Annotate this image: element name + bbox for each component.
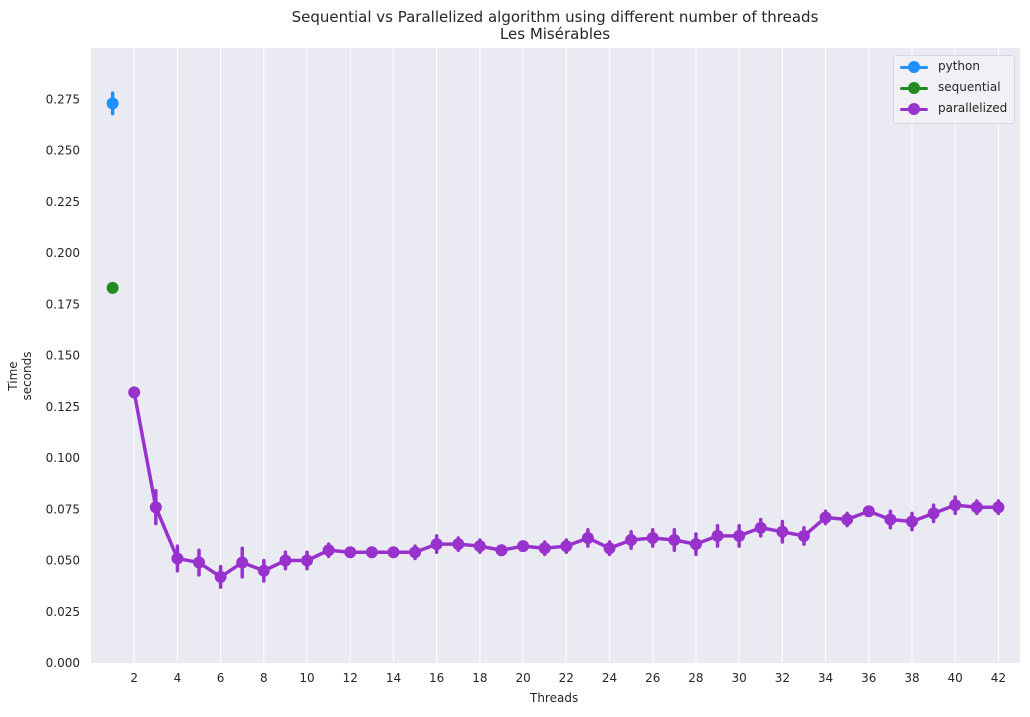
parallelized-data-point (668, 534, 681, 546)
x-tick-label: 26 (645, 671, 660, 685)
parallelized-data-point (301, 554, 314, 567)
parallelized-data-point (927, 507, 940, 520)
y-axis-label-line1: Time (6, 361, 20, 391)
parallelized-data-point (797, 529, 810, 542)
y-tick-label: 0.175 (46, 297, 80, 311)
parallelized-data-point (646, 531, 659, 544)
parallelized-data-point (495, 544, 508, 557)
legend-marker-parallelized (908, 103, 920, 115)
y-tick-label: 0.225 (46, 195, 80, 209)
python-data-point (106, 97, 119, 110)
x-tick-label: 34 (818, 671, 833, 685)
y-tick-label: 0.050 (46, 554, 80, 568)
chart-subtitle: Les Misérables (499, 25, 611, 43)
y-tick-label: 0.025 (46, 605, 80, 619)
parallelized-data-point (322, 544, 335, 557)
parallelized-data-point (970, 501, 983, 514)
y-tick-label: 0.125 (46, 400, 80, 414)
parallelized-data-point (949, 499, 962, 512)
parallelized-data-point (473, 540, 486, 553)
parallelized-data-point (754, 521, 767, 534)
x-tick-label: 42 (991, 671, 1006, 685)
parallelized-data-point (905, 515, 918, 528)
y-tick-label: 0.200 (46, 246, 80, 260)
y-axis-label: Time seconds (6, 346, 34, 406)
parallelized-data-point (517, 540, 530, 553)
parallelized-data-point (538, 542, 551, 555)
x-tick-label: 10 (299, 671, 314, 685)
y-tick-label: 0.075 (46, 502, 80, 516)
parallelized-data-point (711, 529, 724, 542)
parallelized-data-point (430, 538, 443, 551)
y-tick-label: 0.150 (46, 349, 80, 363)
x-tick-label: 4 (174, 671, 182, 685)
parallelized-data-point (257, 564, 270, 577)
x-tick-label: 6 (217, 671, 225, 685)
sequential-data-point (106, 281, 119, 294)
parallelized-data-point (733, 529, 746, 542)
x-tick-label: 18 (472, 671, 487, 685)
legend-marker-sequential (908, 82, 920, 94)
parallelized-data-point (279, 554, 292, 567)
x-tick-label: 30 (731, 671, 746, 685)
x-tick-label: 40 (948, 671, 963, 685)
parallelized-data-point (236, 556, 249, 569)
y-tick-label: 0.275 (46, 92, 80, 106)
parallelized-data-point (560, 540, 573, 553)
parallelized-data-point (128, 386, 141, 399)
legend-marker-python (908, 61, 920, 73)
legend-item-python: python (894, 57, 1014, 77)
x-tick-label: 36 (861, 671, 876, 685)
x-tick-label: 22 (559, 671, 574, 685)
parallelized-data-point (452, 538, 465, 551)
y-tick-label: 0.250 (46, 144, 80, 158)
x-tick-label: 20 (515, 671, 530, 685)
x-tick-label: 28 (688, 671, 703, 685)
legend: python sequential parallelized (893, 55, 1015, 124)
parallelized-data-point (214, 570, 227, 583)
parallelized-data-point (884, 513, 897, 526)
parallelized-data-point (819, 511, 832, 524)
legend-item-sequential: sequential (894, 78, 1014, 98)
x-tick-label: 12 (343, 671, 358, 685)
x-tick-label: 38 (904, 671, 919, 685)
legend-label-python: python (938, 59, 980, 73)
parallelized-data-point (149, 501, 162, 514)
parallelized-data-point (365, 546, 378, 559)
parallelized-data-point (387, 546, 400, 559)
legend-label-sequential: sequential (938, 80, 1001, 94)
parallelized-data-point (689, 538, 702, 551)
parallelized-data-point (171, 552, 184, 565)
parallelized-data-point (992, 501, 1005, 514)
x-tick-label: 8 (260, 671, 268, 685)
legend-label-parallelized: parallelized (938, 101, 1008, 115)
parallelized-data-point (409, 546, 422, 559)
x-tick-label: 24 (602, 671, 617, 685)
parallelized-data-point (603, 542, 616, 555)
x-axis-label: Threads (530, 691, 579, 705)
y-tick-label: 0.000 (46, 656, 80, 670)
x-tick-label: 16 (429, 671, 444, 685)
y-tick-label: 0.100 (46, 451, 80, 465)
y-axis-label-line2: seconds (20, 351, 34, 401)
parallelized-data-point (344, 546, 357, 559)
legend-item-parallelized: parallelized (894, 99, 1014, 119)
x-tick-label: 32 (775, 671, 790, 685)
parallelized-data-point (841, 513, 854, 526)
parallelized-data-point (862, 505, 875, 518)
chart-title: Sequential vs Parallelized algorithm usi… (291, 8, 819, 26)
parallelized-data-point (625, 534, 638, 546)
parallelized-data-point (776, 525, 789, 538)
parallelized-data-point (581, 531, 594, 544)
x-tick-label: 2 (130, 671, 138, 685)
x-tick-label: 14 (386, 671, 401, 685)
parallelized-data-point (193, 556, 206, 569)
